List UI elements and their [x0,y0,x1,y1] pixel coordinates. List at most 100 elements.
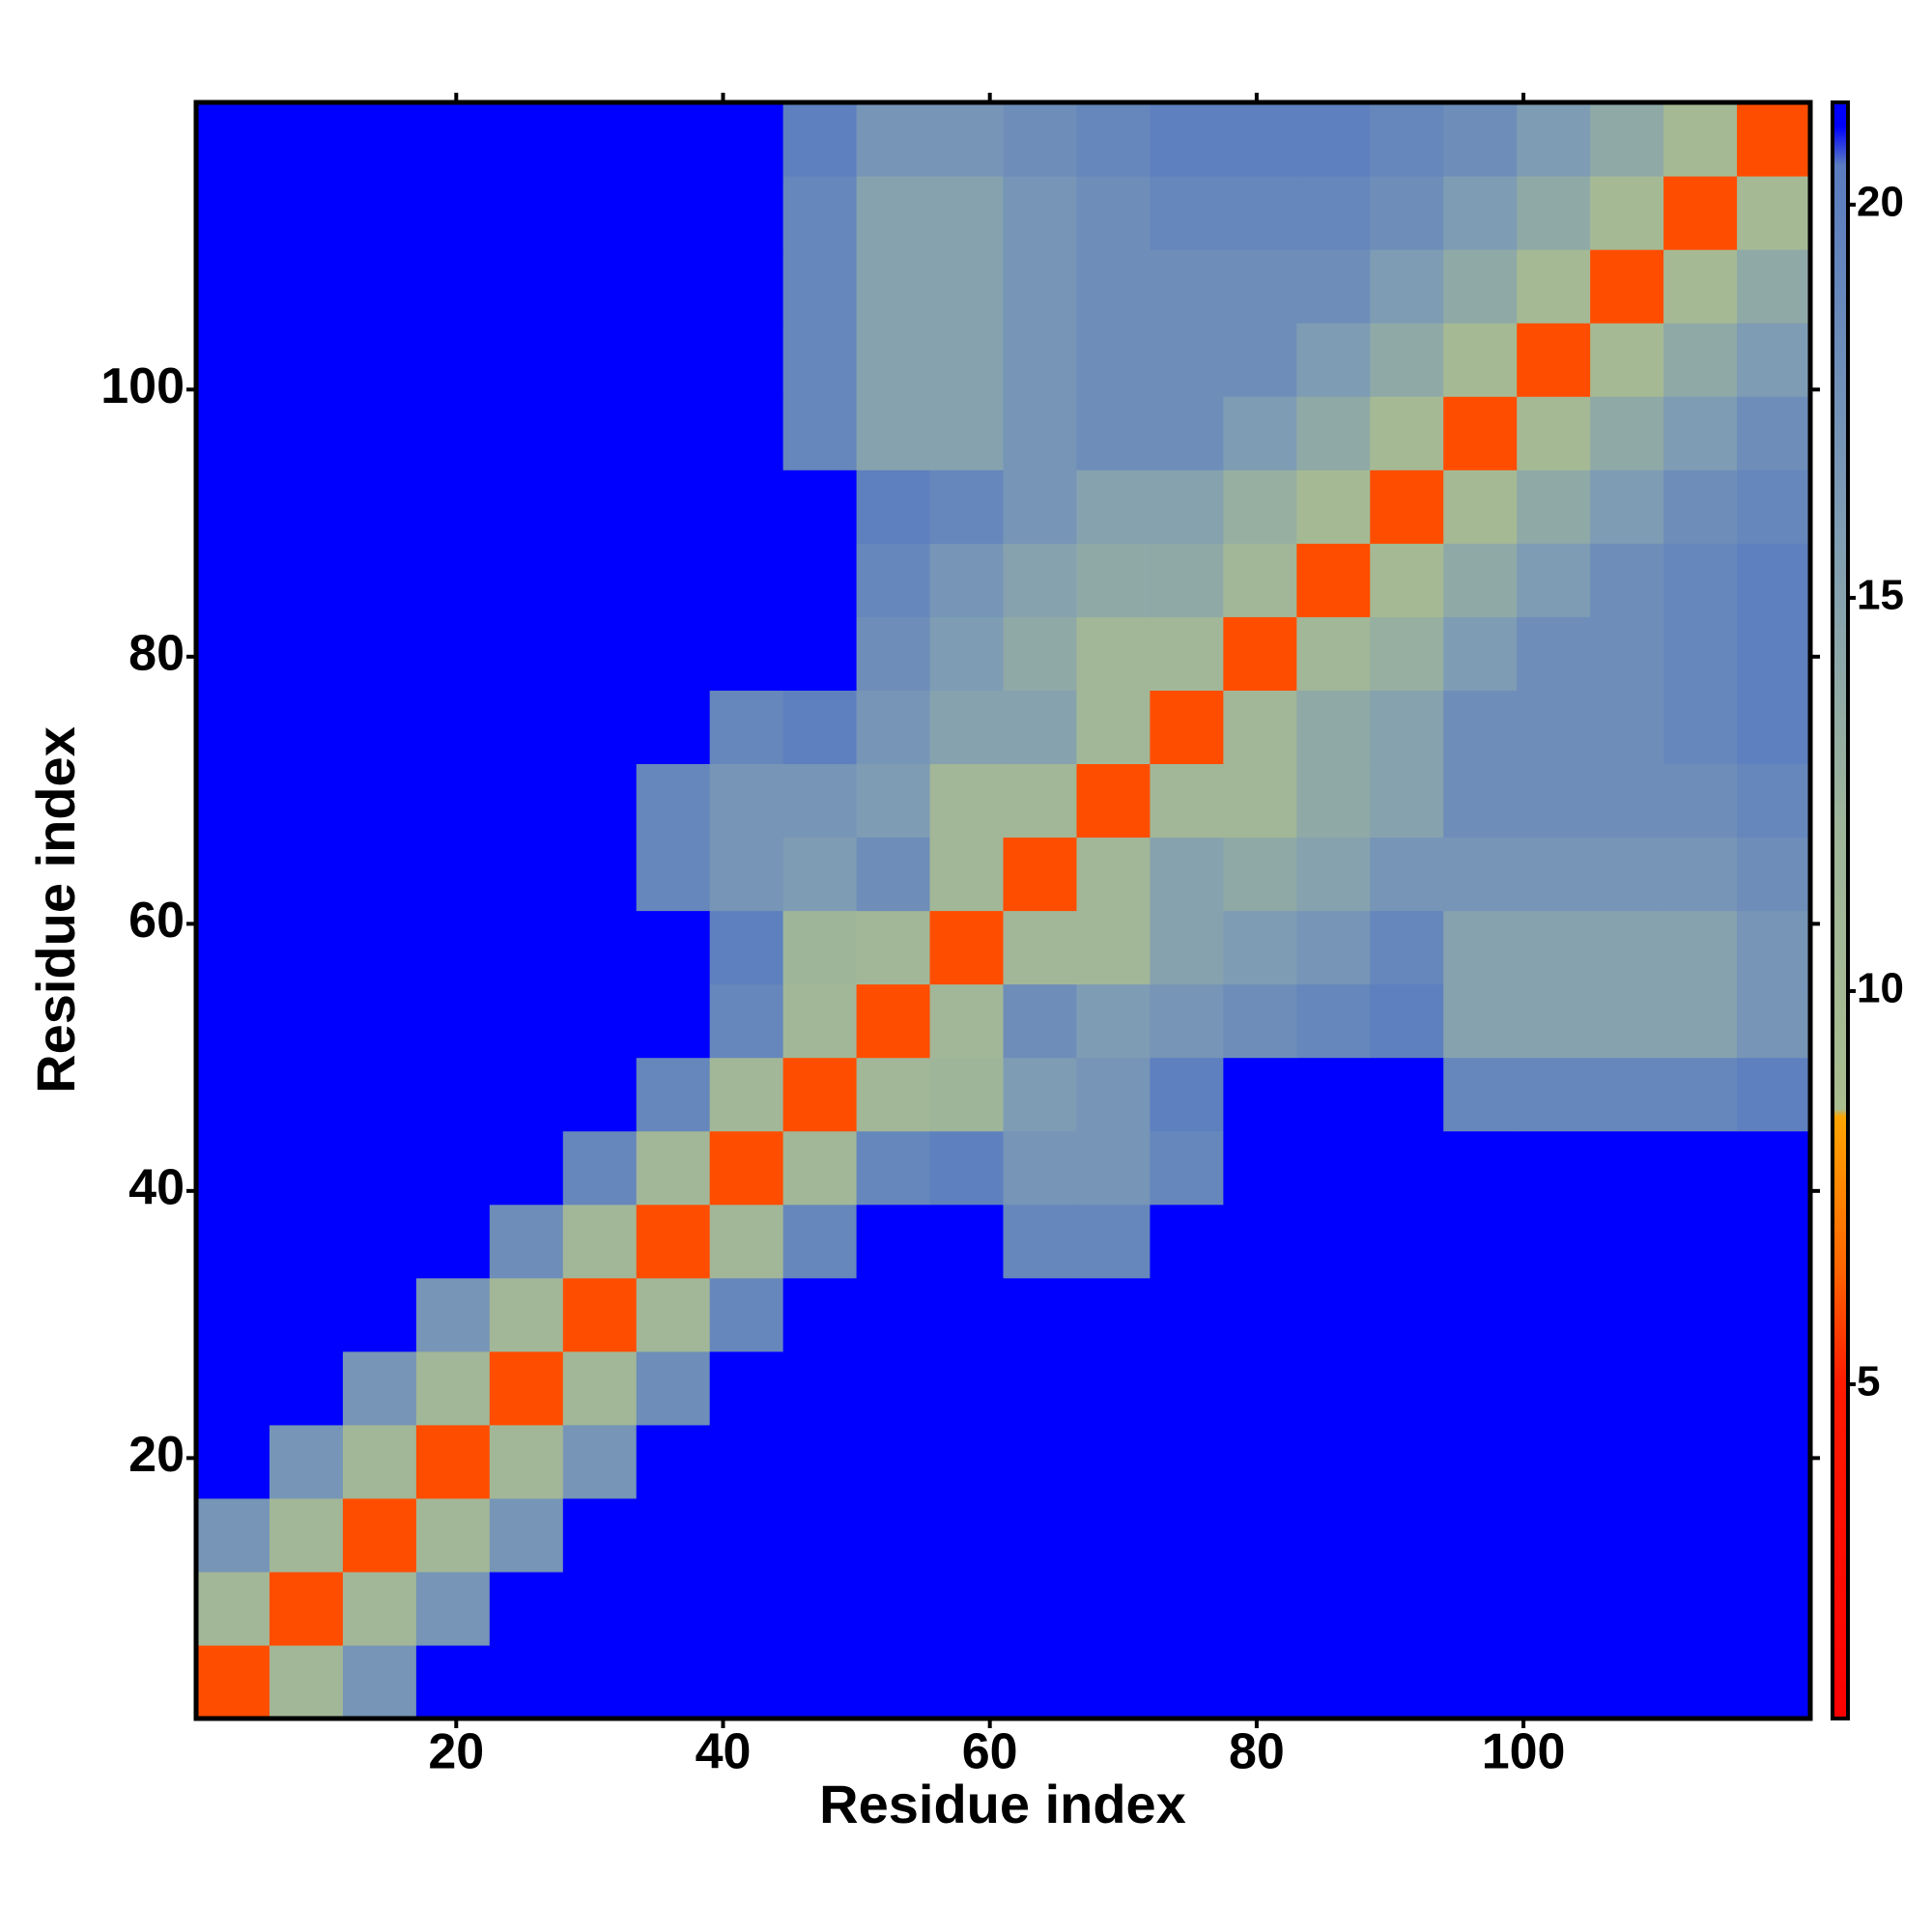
heat-cell [709,1204,784,1279]
heat-cell [929,323,1005,397]
heat-cell [562,396,638,470]
heat-cell [1590,910,1664,985]
heat-cell [196,1277,270,1352]
heat-cell [269,1571,344,1646]
heat-cell [415,249,491,324]
heat-cell [1003,616,1078,691]
heat-cell [1076,102,1151,177]
heat-cell [1003,983,1078,1059]
heat-cell [269,469,344,544]
y-tick-label: 80 [128,626,185,682]
heat-cell [1370,176,1444,250]
heat-cell [856,837,931,912]
heat-cell [1150,983,1224,1059]
heat-cell [1737,1424,1811,1499]
heat-cell [342,1424,417,1499]
heat-cell [1003,176,1078,250]
heat-cell [269,1424,344,1499]
heat-cell [1443,1204,1518,1279]
heat-cell [856,616,931,691]
heat-cell [1370,1424,1444,1499]
heat-cell [562,249,638,324]
heat-cell [1150,176,1224,250]
heat-cell [1663,543,1738,617]
heat-cell [1223,837,1297,912]
heat-cell [489,837,564,912]
heat-cell [1663,469,1738,544]
heat-cell [196,616,270,691]
heat-cell [489,763,564,838]
heat-cell [782,690,858,765]
heat-cell [1150,323,1224,397]
heat-cell [636,616,711,691]
heat-cell [782,102,858,177]
heat-cell [342,1130,417,1206]
heat-cell [562,1277,638,1352]
heat-cell [929,983,1005,1059]
heat-cell [1737,690,1811,765]
heat-cell [1076,690,1151,765]
heat-cell [1003,1424,1078,1499]
heat-cell [1150,1057,1224,1132]
heat-cell [562,1350,638,1426]
heat-cell [1223,1057,1297,1132]
heat-cell [1370,1204,1444,1279]
y-tick-label: 40 [128,1160,185,1216]
heat-cell [269,616,344,691]
heat-cell [1296,543,1371,617]
heat-cell [415,837,491,912]
heat-cell [1003,763,1078,838]
heat-cell [342,1350,417,1426]
heat-cell [709,690,784,765]
heat-cell [1517,396,1591,470]
heat-cell [1443,1571,1518,1646]
heat-cell [1663,910,1738,985]
heat-cell [489,690,564,765]
heat-cell [1076,837,1151,912]
heat-cell [269,176,344,250]
heat-cell [1443,616,1518,691]
heat-cell [1663,176,1738,250]
heat-cell [1223,469,1297,544]
heat-cell [415,176,491,250]
heat-cell [1076,1571,1151,1646]
heat-cell [1737,1277,1811,1352]
heat-cell [269,1277,344,1352]
heat-cell [782,396,858,470]
heat-cell [929,1644,1005,1719]
heat-cell [856,1497,931,1573]
heat-cell [1737,1497,1811,1573]
heat-cell [1150,543,1224,617]
heat-cell [636,469,711,544]
heat-cell [929,616,1005,691]
heat-cell [196,249,270,324]
heat-cell [489,1277,564,1352]
heat-cell [709,1057,784,1132]
heat-cell [562,1497,638,1573]
heat-cell [489,323,564,397]
heat-cell [1590,543,1664,617]
heat-cell [1443,469,1518,544]
heat-cell [1517,983,1591,1059]
heat-cell [636,323,711,397]
heat-cell [1517,1497,1591,1573]
heat-cell [196,983,270,1059]
heat-cell [1076,983,1151,1059]
heat-cell [1223,910,1297,985]
heat-cell [1590,469,1664,544]
heat-cell [1076,469,1151,544]
heat-cell [1150,102,1224,177]
heat-cell [196,469,270,544]
heat-cell [196,1571,270,1646]
heat-cell [1296,837,1371,912]
heat-cell [1223,1571,1297,1646]
heat-cell [1737,763,1811,838]
heat-cell [489,396,564,470]
heat-cell [856,323,931,397]
x-tick-label: 40 [696,1724,752,1780]
heat-cell [415,763,491,838]
heat-cell [415,1497,491,1573]
heat-cell [709,469,784,544]
heat-cell [1590,690,1664,765]
heat-cell [1590,837,1664,912]
